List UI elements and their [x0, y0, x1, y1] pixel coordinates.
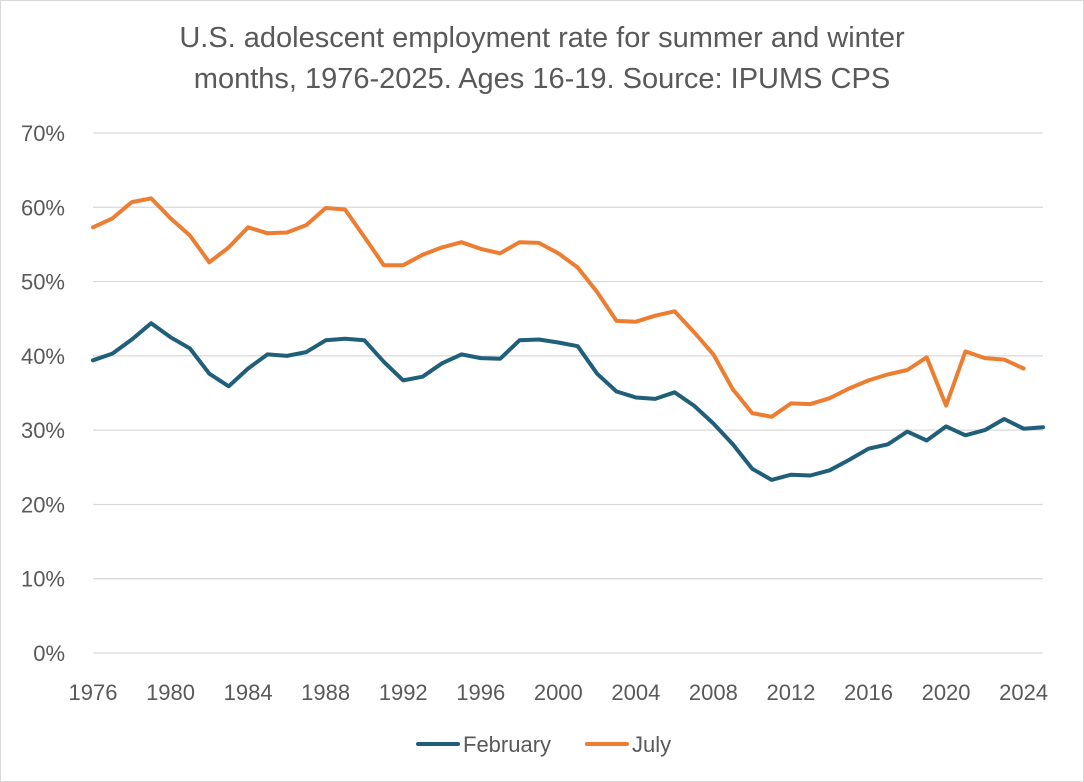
y-tick-label: 50% — [21, 270, 65, 295]
chart-title-line-2: months, 1976-2025. Ages 16-19. Source: I… — [193, 63, 891, 95]
legend: February July — [416, 732, 671, 757]
x-tick-label: 2024 — [999, 680, 1048, 705]
x-tick-label: 2000 — [534, 680, 583, 705]
y-tick-label: 10% — [21, 567, 65, 592]
y-axis-ticks: 0% 10% 20% 30% 40% 50% 60% 70% — [21, 121, 65, 666]
y-tick-label: 20% — [21, 492, 65, 517]
x-tick-label: 1984 — [224, 680, 273, 705]
x-tick-label: 2012 — [766, 680, 815, 705]
legend-label-july: July — [632, 732, 671, 757]
series-lines — [91, 196, 1045, 482]
x-tick-label: 1980 — [146, 680, 195, 705]
x-tick-label: 1992 — [379, 680, 428, 705]
x-tick-label: 2020 — [922, 680, 971, 705]
y-tick-label: 60% — [21, 195, 65, 220]
gridlines — [93, 132, 1043, 654]
series-line-july — [91, 196, 1026, 419]
x-tick-label: 1976 — [69, 680, 118, 705]
chart-title: U.S. adolescent employment rate for summ… — [0, 18, 1084, 100]
y-tick-label: 70% — [21, 121, 65, 146]
legend-label-february: February — [463, 732, 551, 757]
y-tick-label: 40% — [21, 344, 65, 369]
x-tick-label: 2008 — [689, 680, 738, 705]
chart-title-line-1: U.S. adolescent employment rate for summ… — [179, 22, 905, 54]
x-tick-label: 2004 — [611, 680, 660, 705]
series-line-february — [91, 321, 1045, 482]
x-tick-label: 2016 — [844, 680, 893, 705]
y-tick-label: 30% — [21, 418, 65, 443]
y-tick-label: 0% — [33, 641, 65, 666]
x-axis-ticks: 1976 1980 1984 1988 1992 1996 2000 2004 2008 2012… — [69, 680, 1049, 705]
x-tick-label: 1996 — [456, 680, 505, 705]
x-tick-label: 1988 — [301, 680, 350, 705]
